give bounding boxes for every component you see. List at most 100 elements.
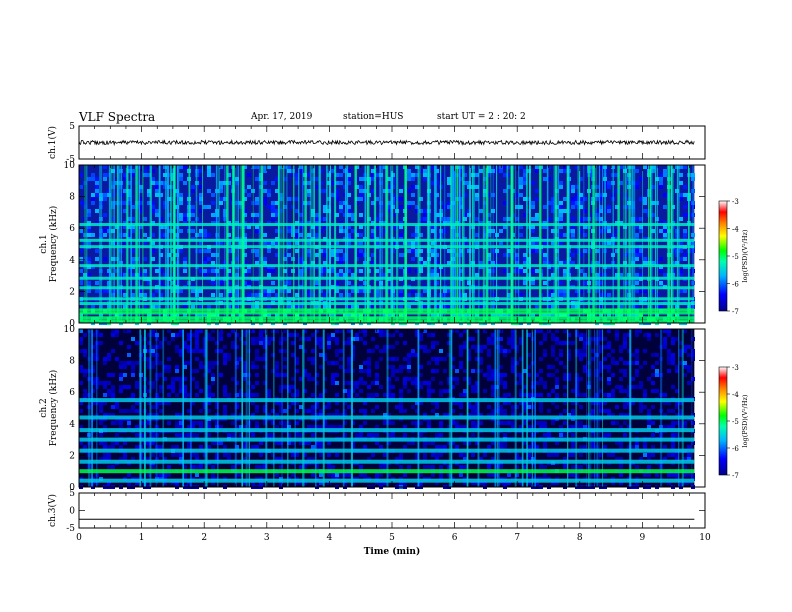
ch1-spectrogram-cell [335,273,339,277]
ch1-spectrogram-cell [419,209,423,213]
ch2-spectrogram-cell [607,409,611,413]
ch1-spectrogram-cell [643,209,647,213]
ch1-spectrogram-cell [563,233,567,237]
ch2-spectrogram-cell [635,361,639,365]
ch2-spectrogram-cell [87,393,91,397]
ch2-spectrogram-cell [535,373,539,377]
ch1-spectrogram-cell [167,197,171,201]
ch2-spectrogram-cell [255,445,259,449]
ch2-spectrogram-cell [367,365,371,369]
ch1-spectrogram-cell [531,313,535,317]
ch1-spectrogram-cell [651,165,655,169]
ch2-spectrogram-cell [539,357,543,361]
ch1-spectrogram-cell [411,201,415,205]
ch1-spectrogram-burst [546,165,549,323]
ch2-spectrogram-cell [603,393,607,397]
ch2-spectrogram-cell [287,405,291,409]
ch2-spectrogram-cell [459,345,463,349]
ch1-spectrogram-cell [179,201,183,205]
ch2-spectrogram-cell [475,425,479,429]
ch1-spectrogram-burst [599,165,601,323]
ch1-spectrogram-strong-burst [510,165,514,323]
ch2-spectrogram-cell [87,377,91,381]
ch1-spectrogram-burst [278,165,280,323]
ch2-spectrogram-cell [419,381,423,385]
ch1-spectrogram-burst [158,165,160,323]
ch1-waveform-ytick-label: 5 [69,122,75,132]
ch1-spectrogram-cell [235,201,239,205]
ch1-spectrogram-cell [159,233,163,237]
ch2-spectrogram-cell [499,445,503,449]
ch2-spectrogram-cell [335,413,339,417]
ch1-spectrogram-burst [648,165,650,323]
ch2-spectrogram-cell [631,445,635,449]
ch2-spectrogram-cell [79,381,83,385]
ch2-spectrogram-cell [619,445,623,449]
ch1-spectrogram-cell [459,201,463,205]
ch2-spectrogram-cell [91,353,95,357]
ch2-spectrogram-cell [175,377,179,381]
ch1-spectrogram-cell [543,261,547,265]
ch1-spectrogram-cell [139,185,143,189]
ch2-spectrogram-cell [155,333,159,337]
ch2-spectrogram-cell [387,473,391,477]
ch2-spectrogram-cell [647,473,651,477]
ch1-spectrogram-cell [431,225,435,229]
ch1-spectrogram-cell [287,197,291,201]
ch1-spectrogram-cell [179,177,183,181]
ch1-spectrogram-cell [623,205,627,209]
ch1-spectrogram-cell [235,289,239,293]
ch2-spectrogram-cell [487,473,491,477]
ch2-spectrogram-cell [191,401,195,405]
ch2-spectrogram-cell [567,357,571,361]
ch1-spectrogram-cell [287,241,291,245]
ch2-spectrogram-cell [435,481,439,485]
time-axis-tick-label: 8 [577,533,583,543]
ch2-spectrogram-cell [263,421,267,425]
ch2-spectrogram-cell [407,389,411,393]
ch1-spectrogram-cell [435,181,439,185]
ch1-spectrogram-cell [147,281,151,285]
ch1-spectrogram-cell [183,305,187,309]
ch1-spectrogram-cell [143,217,147,221]
ch1-spectrogram-cell [243,273,247,277]
ch2-spectrogram-cell [467,401,471,405]
ch1-spectrogram-cell [623,281,627,285]
ch2-spectrogram-cell [307,457,311,461]
ch2-spectrogram-cell [523,409,527,413]
ch2-spectrogram-cell [187,409,191,413]
ch2-spectrogram-cell [439,381,443,385]
ch2-spectrogram-cell [499,405,503,409]
ch1-spectrogram-cell [387,209,391,213]
ch2-spectrogram-cell [119,377,123,381]
ch2-spectrogram-cell [503,385,507,389]
ch2-spectrogram-cell [455,381,459,385]
ch2-spectrogram-cell [667,425,671,429]
ch2-spectrogram-cell [79,337,83,341]
ch2-spectrogram-cell [159,453,163,457]
ch2-spectrogram-cell [347,389,351,393]
ch2-spectrogram-cell [263,405,267,409]
ch2-spectrogram-cell [363,333,367,337]
ch2-spectrogram-cell [575,465,579,469]
ch2-spectrogram-cell [623,345,627,349]
ch1-spectrogram-strong-burst [260,165,264,323]
ch2-spectrogram-cell [115,333,119,337]
ch2-spectrogram-cell [639,401,643,405]
ch1-spectrogram-cell [271,269,275,273]
ch2-spectrogram-cell [171,337,175,341]
ch1-spectrogram-cell [227,249,231,253]
ch2-spectrogram-cell [147,401,151,405]
ch2-spectrogram-cell [487,341,491,345]
ch1-spectrogram-cell [251,217,255,221]
ch1-spectrogram-cell [595,217,599,221]
ch2-spectrogram-cell [83,369,87,373]
ch2-spectrogram-cell [195,393,199,397]
ch1-spectrogram-cell [295,173,299,177]
ch1-spectrogram-burst [676,165,679,323]
ch1-spectrogram-ytick-label: 6 [69,224,75,234]
ch1-spectrogram-cell [199,241,203,245]
ch2-spectrogram-cell [423,345,427,349]
ch1-spectrogram-cell [143,293,147,297]
ch1-spectrogram-cell [559,185,563,189]
